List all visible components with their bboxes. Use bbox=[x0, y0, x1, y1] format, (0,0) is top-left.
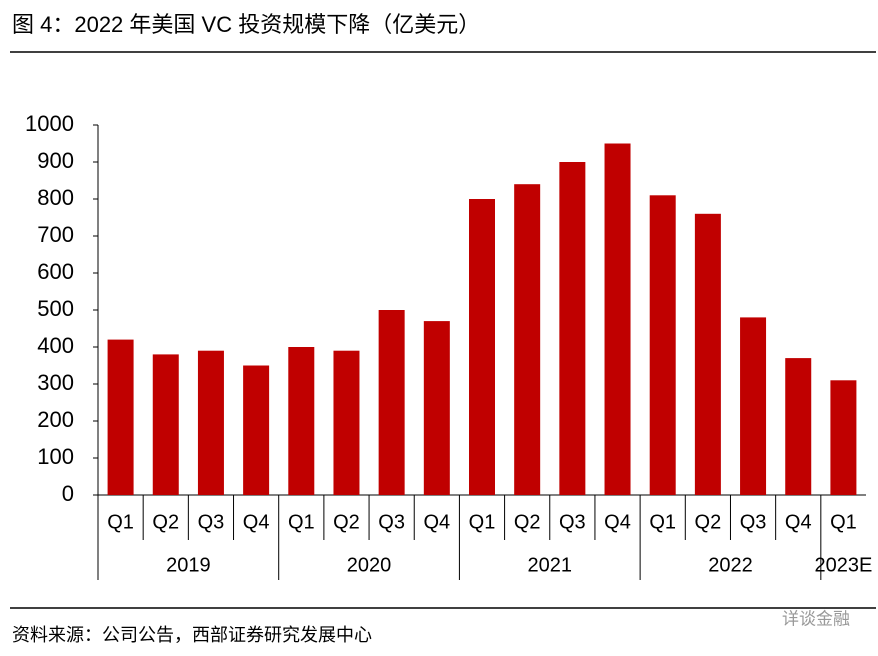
x-tick-label: Q2 bbox=[514, 511, 541, 533]
x-tick-label: Q4 bbox=[423, 511, 450, 533]
bar bbox=[514, 184, 541, 495]
group-label: 2019 bbox=[166, 554, 211, 576]
bar bbox=[378, 310, 405, 495]
y-tick-label: 100 bbox=[37, 444, 74, 469]
bar bbox=[423, 321, 450, 495]
source-note: 资料来源：公司公告，西部证券研究发展中心 bbox=[12, 625, 372, 645]
y-tick-label: 500 bbox=[37, 296, 74, 321]
y-tick-label: 600 bbox=[37, 259, 74, 284]
x-tick-label: Q1 bbox=[107, 511, 134, 533]
bar bbox=[559, 162, 586, 495]
y-tick-label: 400 bbox=[37, 333, 74, 358]
group-label: 2022 bbox=[708, 554, 753, 576]
y-tick-label: 1000 bbox=[25, 111, 74, 136]
bar bbox=[830, 380, 857, 495]
y-tick-label: 800 bbox=[37, 185, 74, 210]
bar bbox=[288, 347, 315, 495]
x-tick-label: Q3 bbox=[378, 511, 405, 533]
bar bbox=[333, 350, 360, 495]
x-tick-label: Q4 bbox=[785, 511, 812, 533]
bar bbox=[243, 365, 270, 495]
group-label: 2021 bbox=[528, 554, 573, 576]
x-tick-label: Q1 bbox=[649, 511, 676, 533]
y-tick-label: 300 bbox=[37, 370, 74, 395]
x-tick-label: Q2 bbox=[695, 511, 722, 533]
y-tick-label: 200 bbox=[37, 407, 74, 432]
x-tick-label: Q1 bbox=[469, 511, 496, 533]
bar bbox=[604, 143, 631, 495]
x-tick-label: Q1 bbox=[830, 511, 857, 533]
bar bbox=[649, 195, 676, 496]
bar bbox=[152, 354, 179, 495]
y-tick-label: 0 bbox=[62, 481, 74, 506]
bar bbox=[694, 213, 721, 496]
x-tick-label: Q1 bbox=[288, 511, 315, 533]
x-tick-label: Q3 bbox=[740, 511, 767, 533]
bar bbox=[785, 358, 812, 495]
x-tick-label: Q3 bbox=[559, 511, 586, 533]
x-tick-label: Q2 bbox=[333, 511, 360, 533]
bar bbox=[469, 199, 495, 495]
y-tick-label: 700 bbox=[37, 222, 74, 247]
chart-title: 图 4：2022 年美国 VC 投资规模下降（亿美元） bbox=[12, 12, 480, 37]
group-label: 2023E bbox=[814, 554, 872, 576]
x-tick-label: Q4 bbox=[243, 511, 270, 533]
x-tick-label: Q2 bbox=[152, 511, 179, 533]
y-tick-label: 900 bbox=[37, 148, 74, 173]
group-label: 2020 bbox=[347, 554, 392, 576]
x-tick-label: Q3 bbox=[198, 511, 225, 533]
bar bbox=[740, 317, 767, 495]
bar bbox=[197, 350, 224, 495]
bar bbox=[107, 339, 134, 495]
x-tick-label: Q4 bbox=[604, 511, 631, 533]
watermark: 详谈金融 bbox=[782, 609, 850, 628]
